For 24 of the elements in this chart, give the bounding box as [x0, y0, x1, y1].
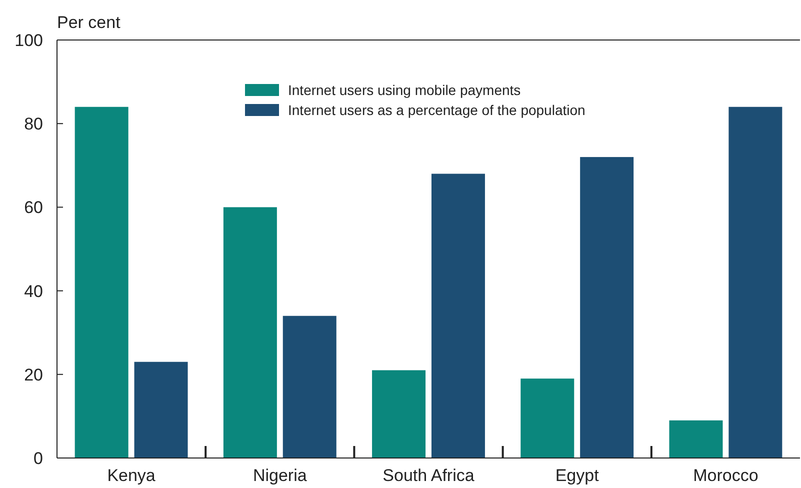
bar [580, 157, 634, 458]
legend-label: Internet users as a percentage of the population [288, 102, 586, 118]
y-axis-title: Per cent [57, 13, 121, 32]
y-tick-label: 20 [24, 365, 43, 384]
bar [74, 106, 128, 458]
x-tick-label: Morocco [693, 466, 758, 485]
bar [728, 106, 782, 458]
bar [372, 370, 426, 458]
y-tick-label: 80 [24, 114, 43, 134]
bar [669, 420, 723, 458]
bar [431, 174, 485, 458]
y-tick-label: 0 [34, 448, 43, 468]
bar [134, 362, 188, 458]
y-tick-label: 100 [14, 30, 43, 50]
bar [520, 378, 574, 458]
legend-label: Internet users using mobile payments [288, 82, 521, 98]
bar [282, 316, 336, 458]
y-tick-label: 60 [24, 198, 43, 218]
bar [223, 207, 277, 458]
y-tick-label: 40 [24, 282, 43, 301]
x-tick-label: Nigeria [252, 466, 308, 485]
x-tick-label: Kenya [107, 466, 156, 485]
x-tick-label: Egypt [555, 466, 600, 485]
x-tick-label: South Africa [382, 466, 475, 485]
